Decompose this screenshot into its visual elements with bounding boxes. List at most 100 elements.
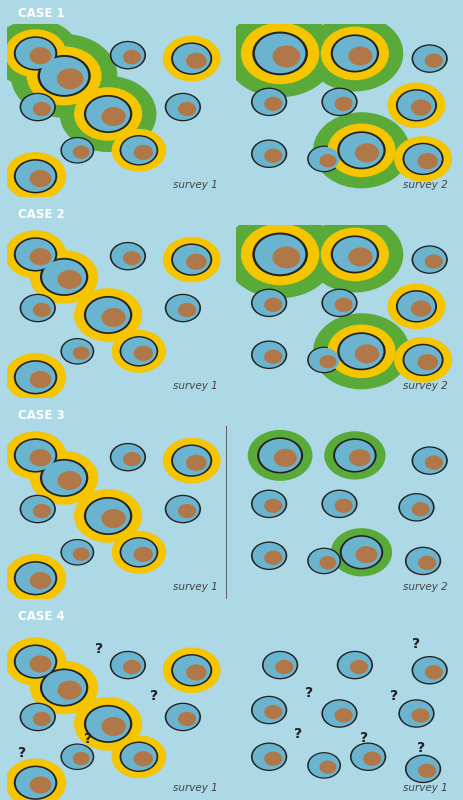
Circle shape: [123, 660, 141, 674]
Circle shape: [163, 36, 221, 82]
Circle shape: [355, 344, 379, 363]
Text: ?: ?: [84, 733, 93, 746]
Circle shape: [396, 89, 437, 122]
Circle shape: [101, 107, 126, 126]
Circle shape: [313, 112, 410, 188]
Circle shape: [60, 743, 94, 770]
Circle shape: [14, 360, 57, 394]
Circle shape: [273, 246, 300, 268]
Circle shape: [40, 57, 88, 95]
Circle shape: [412, 246, 448, 274]
Circle shape: [5, 230, 66, 278]
Text: ?: ?: [417, 741, 425, 755]
Circle shape: [21, 94, 54, 120]
Circle shape: [21, 295, 54, 321]
Circle shape: [350, 742, 386, 771]
Circle shape: [349, 449, 371, 466]
Circle shape: [73, 346, 90, 360]
Circle shape: [407, 548, 439, 574]
Circle shape: [338, 652, 371, 678]
Circle shape: [339, 133, 383, 167]
Circle shape: [74, 489, 142, 542]
Text: ?: ?: [95, 642, 103, 657]
Circle shape: [165, 294, 201, 322]
Circle shape: [16, 767, 56, 798]
Circle shape: [123, 50, 141, 64]
Circle shape: [241, 223, 319, 286]
Circle shape: [110, 242, 146, 270]
Circle shape: [42, 670, 86, 705]
Circle shape: [134, 751, 153, 766]
Circle shape: [19, 294, 56, 322]
Circle shape: [38, 55, 91, 97]
Circle shape: [350, 660, 368, 674]
Circle shape: [251, 490, 287, 518]
Circle shape: [121, 338, 156, 365]
Circle shape: [73, 146, 90, 158]
Circle shape: [319, 355, 337, 369]
Circle shape: [5, 30, 66, 78]
Circle shape: [335, 97, 353, 111]
Circle shape: [418, 153, 438, 170]
Circle shape: [394, 136, 452, 182]
Circle shape: [323, 89, 356, 115]
Circle shape: [30, 661, 98, 714]
Text: CASE 2: CASE 2: [18, 208, 64, 221]
Circle shape: [331, 34, 379, 73]
Circle shape: [112, 735, 166, 778]
Circle shape: [253, 744, 286, 770]
Circle shape: [337, 332, 386, 370]
Circle shape: [14, 766, 57, 800]
Circle shape: [333, 36, 377, 70]
Circle shape: [173, 245, 210, 274]
Circle shape: [307, 548, 341, 574]
Circle shape: [33, 303, 51, 317]
Circle shape: [264, 350, 282, 364]
Circle shape: [16, 161, 56, 192]
Circle shape: [251, 139, 287, 168]
Circle shape: [40, 258, 88, 296]
Circle shape: [62, 745, 93, 769]
Circle shape: [348, 46, 372, 66]
Circle shape: [307, 216, 403, 293]
Circle shape: [30, 250, 98, 304]
Circle shape: [412, 446, 448, 475]
Circle shape: [178, 303, 196, 317]
Circle shape: [16, 646, 56, 677]
Circle shape: [335, 440, 375, 471]
Circle shape: [264, 97, 282, 111]
Text: survey 2: survey 2: [402, 582, 447, 592]
Circle shape: [121, 137, 156, 164]
Circle shape: [112, 129, 166, 172]
Circle shape: [327, 325, 395, 378]
Circle shape: [407, 756, 439, 782]
Circle shape: [33, 102, 51, 116]
Circle shape: [84, 95, 132, 133]
Circle shape: [333, 237, 377, 272]
Circle shape: [251, 542, 287, 570]
Circle shape: [5, 554, 66, 602]
Circle shape: [413, 246, 446, 273]
Circle shape: [14, 238, 57, 271]
Circle shape: [165, 702, 201, 731]
Circle shape: [11, 34, 117, 118]
Circle shape: [324, 431, 386, 479]
Circle shape: [253, 141, 286, 166]
Circle shape: [307, 752, 341, 778]
Circle shape: [340, 535, 383, 570]
Circle shape: [398, 493, 435, 522]
Circle shape: [74, 87, 142, 141]
Circle shape: [119, 537, 158, 567]
Circle shape: [309, 549, 339, 573]
Circle shape: [333, 438, 377, 473]
Circle shape: [309, 348, 339, 372]
Circle shape: [321, 699, 357, 728]
Circle shape: [42, 259, 86, 294]
Circle shape: [5, 152, 66, 200]
Circle shape: [166, 496, 200, 522]
Circle shape: [412, 44, 448, 73]
Circle shape: [264, 751, 282, 766]
Circle shape: [253, 89, 286, 115]
Circle shape: [110, 443, 146, 471]
Circle shape: [74, 697, 142, 750]
